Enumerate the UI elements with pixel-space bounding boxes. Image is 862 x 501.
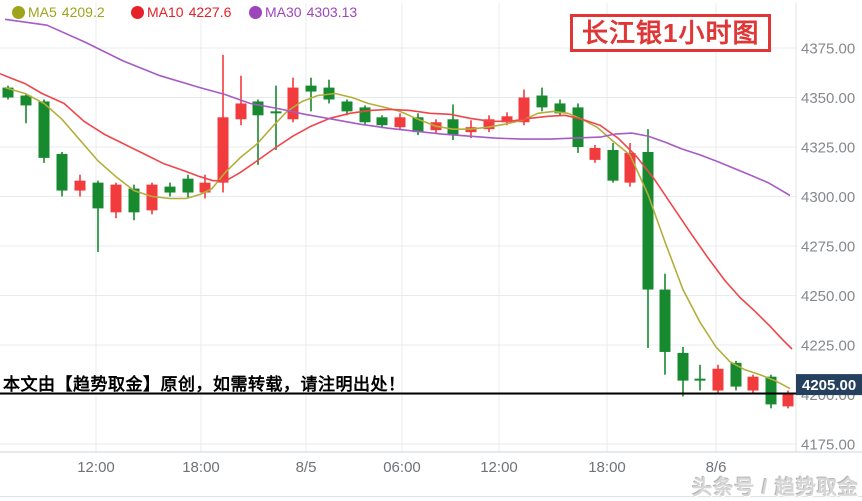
ma-line-ma10 (0, 72, 793, 350)
candle-body (128, 188, 140, 213)
candle-body (518, 97, 530, 123)
candle-body (74, 180, 86, 191)
ma-lines (0, 18, 793, 390)
ma5-value: 4209.2 (61, 4, 105, 20)
y-tick-label: 4375.00 (801, 41, 855, 58)
grid-lines (0, 3, 797, 452)
ma10-label: MA10 (147, 4, 184, 20)
candle-body (146, 184, 158, 211)
candle-body (38, 101, 50, 158)
y-tick-label: 4225.00 (801, 338, 855, 355)
candle-body (199, 182, 211, 193)
candle-body (394, 117, 406, 128)
y-tick-label: 4350.00 (801, 90, 855, 107)
candle-body (447, 119, 459, 136)
candle-body (659, 289, 671, 352)
candle-body (536, 95, 548, 108)
x-tick-label: 12:00 (77, 459, 115, 476)
candle-body (56, 153, 68, 191)
ma10-value: 4227.6 (188, 4, 232, 20)
ma5-label: MA5 (28, 4, 57, 20)
candle-body (589, 147, 601, 160)
x-tick-label: 8/6 (706, 459, 727, 476)
candle-body (341, 101, 353, 112)
legend-item-ma10: MA10 4227.6 (131, 4, 231, 20)
y-tick-label: 4275.00 (801, 239, 855, 256)
candle-body (677, 352, 689, 381)
candle-body (554, 103, 566, 114)
candle-body (572, 107, 584, 147)
candle-body (287, 87, 299, 120)
price-tag-label: 4205.00 (802, 377, 856, 394)
x-tick-label: 8/5 (296, 459, 317, 476)
candle-body (730, 362, 742, 387)
candle-body (20, 95, 32, 106)
watermark-text: 头条号 / 趋势取金 (692, 477, 859, 499)
copyright-note: 本文由【趋势取金】原创，如需转载，请注明出处！ (3, 375, 406, 394)
chart-title-box: 长江银1小时图 (570, 14, 772, 52)
ma5-dot-icon (12, 5, 25, 19)
candle-body (376, 117, 388, 126)
ma30-label: MA30 (265, 4, 302, 20)
y-tick-label: 4175.00 (801, 437, 855, 454)
legend-item-ma30: MA30 4303.13 (249, 4, 357, 20)
candle-body (607, 149, 619, 181)
ma-line-ma30 (4, 18, 791, 197)
x-tick-label: 06:00 (383, 459, 421, 476)
ma-legend: MA5 4209.2 MA10 4227.6 MA30 4303.13 (0, 4, 560, 24)
candle-body (694, 378, 706, 381)
candle-body (483, 119, 495, 130)
candle-body (252, 101, 264, 116)
x-axis-labels: 12:00 18:00 8/5 06:00 12:00 18:00 8/6 (0, 451, 862, 497)
candles (2, 54, 794, 409)
x-tick-label: 18:00 (182, 459, 220, 476)
candle-body (712, 368, 724, 391)
candle-body (782, 392, 794, 407)
y-tick-label: 4325.00 (801, 140, 855, 157)
ma30-dot-icon (249, 5, 262, 19)
candle-body (270, 111, 282, 114)
candle-body (765, 376, 777, 405)
candle-body (624, 152, 636, 183)
candle-body (412, 117, 424, 133)
y-tick-label: 4300.00 (801, 189, 855, 206)
candle-body (235, 103, 247, 120)
legend-item-ma5: MA5 4209.2 (12, 4, 105, 20)
price-tag: 4205.00 (796, 374, 862, 396)
candle-body (305, 85, 317, 92)
x-tick-label: 12:00 (480, 459, 518, 476)
ma30-value: 4303.13 (306, 4, 358, 20)
candle-body (164, 186, 176, 193)
candle-body (2, 87, 14, 98)
candle-body (642, 151, 654, 290)
candle-body (92, 182, 104, 209)
candle-body (501, 116, 513, 123)
candle-body (747, 376, 759, 391)
candle-body (182, 178, 194, 193)
candle-body (110, 184, 122, 213)
ma-line-ma5 (4, 86, 791, 390)
ma10-dot-icon (131, 5, 144, 19)
y-tick-label: 4250.00 (801, 288, 855, 305)
x-tick-label: 18:00 (588, 459, 626, 476)
candle-body (217, 117, 229, 183)
candle-body (359, 107, 371, 123)
